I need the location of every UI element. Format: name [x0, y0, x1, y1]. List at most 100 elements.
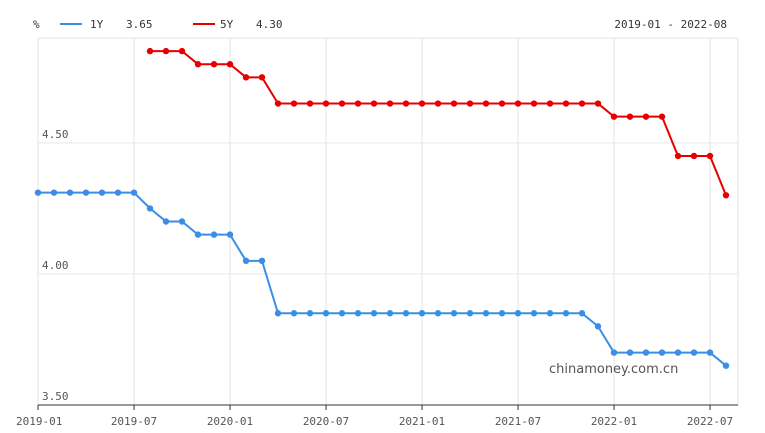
data-point-1y[interactable]: [482, 310, 490, 317]
data-point-1y[interactable]: [114, 189, 122, 196]
data-point-1y[interactable]: [82, 189, 90, 196]
data-point-1y[interactable]: [610, 349, 618, 356]
data-point-1y[interactable]: [514, 310, 522, 317]
data-point-5y[interactable]: [210, 61, 218, 68]
data-point-1y[interactable]: [226, 231, 234, 238]
data-point-1y[interactable]: [434, 310, 442, 317]
data-point-5y[interactable]: [338, 100, 346, 107]
data-point-5y[interactable]: [194, 61, 202, 68]
data-point-1y[interactable]: [274, 310, 282, 317]
x-tick-label: 2022-01: [591, 415, 637, 428]
data-point-5y[interactable]: [690, 152, 698, 160]
data-point-1y[interactable]: [674, 349, 682, 356]
data-point-1y[interactable]: [466, 310, 474, 317]
data-point-5y[interactable]: [626, 113, 634, 120]
data-point-1y[interactable]: [562, 310, 570, 317]
data-point-1y[interactable]: [386, 310, 394, 317]
data-point-5y[interactable]: [418, 100, 426, 107]
series-line-1y: [38, 191, 727, 367]
data-point-5y[interactable]: [514, 100, 522, 107]
data-point-1y[interactable]: [354, 310, 362, 317]
data-point-1y[interactable]: [306, 310, 314, 317]
x-tick-label: 2019-07: [111, 415, 157, 428]
series-1y: [34, 189, 730, 369]
x-tick-label: 2021-07: [495, 415, 541, 428]
data-point-1y[interactable]: [642, 349, 650, 356]
data-point-5y[interactable]: [594, 100, 602, 107]
data-point-1y[interactable]: [498, 310, 506, 317]
data-point-1y[interactable]: [322, 310, 330, 317]
data-point-5y[interactable]: [562, 100, 570, 107]
x-tick-label: 2021-01: [399, 415, 445, 428]
data-point-1y[interactable]: [722, 362, 730, 369]
data-point-1y[interactable]: [290, 310, 298, 317]
data-point-5y[interactable]: [658, 113, 666, 120]
data-point-5y[interactable]: [466, 100, 474, 107]
data-point-1y[interactable]: [194, 231, 202, 238]
data-point-1y[interactable]: [690, 349, 698, 356]
data-point-5y[interactable]: [322, 100, 330, 107]
data-point-1y[interactable]: [370, 310, 378, 317]
data-point-5y[interactable]: [546, 100, 554, 107]
data-point-1y[interactable]: [418, 310, 426, 317]
data-point-1y[interactable]: [546, 310, 554, 317]
data-point-5y[interactable]: [642, 113, 650, 120]
data-point-1y[interactable]: [210, 231, 218, 238]
data-point-5y[interactable]: [674, 152, 682, 160]
data-point-5y[interactable]: [706, 152, 714, 160]
data-point-5y[interactable]: [146, 47, 154, 55]
data-point-1y[interactable]: [338, 310, 346, 317]
x-tick-label: 2019-01: [16, 415, 62, 428]
legend-1y-value: 3.65: [126, 18, 153, 31]
data-point-5y[interactable]: [370, 100, 378, 107]
data-point-5y[interactable]: [178, 47, 186, 55]
data-point-1y[interactable]: [98, 189, 106, 196]
data-point-5y[interactable]: [610, 113, 618, 120]
legend-5y-value: 4.30: [256, 18, 283, 31]
data-point-1y[interactable]: [658, 349, 666, 356]
data-point-5y[interactable]: [482, 100, 490, 107]
data-point-5y[interactable]: [306, 100, 314, 107]
x-tick-label: 2020-07: [303, 415, 349, 428]
data-point-1y[interactable]: [706, 349, 714, 356]
series-layer: [34, 47, 730, 369]
data-point-5y[interactable]: [530, 100, 538, 107]
data-point-1y[interactable]: [450, 310, 458, 317]
data-point-1y[interactable]: [530, 310, 538, 317]
data-point-1y[interactable]: [162, 218, 170, 225]
unit-label: %: [33, 18, 40, 31]
legend-5y-name: 5Y: [220, 18, 234, 31]
data-point-1y[interactable]: [594, 323, 602, 330]
data-point-5y[interactable]: [402, 100, 410, 107]
data-point-5y[interactable]: [498, 100, 506, 107]
data-point-5y[interactable]: [578, 100, 586, 107]
data-point-5y[interactable]: [258, 74, 266, 81]
y-tick-label: 4.00: [42, 259, 69, 272]
date-range-label: 2019-01 - 2022-08: [614, 18, 727, 31]
data-point-5y[interactable]: [162, 47, 170, 55]
data-point-1y[interactable]: [34, 189, 42, 196]
data-point-5y[interactable]: [434, 100, 442, 107]
data-point-5y[interactable]: [226, 61, 234, 68]
data-point-5y[interactable]: [242, 74, 250, 81]
data-point-1y[interactable]: [178, 218, 186, 225]
series-line-5y: [150, 50, 727, 196]
data-point-5y[interactable]: [290, 100, 298, 107]
axis-ticks: 4.50 4.00 3.50 2019-01 2019-07 2020-01 2020-07…: [16, 128, 733, 428]
data-point-5y[interactable]: [354, 100, 362, 107]
data-point-5y[interactable]: [386, 100, 394, 107]
data-point-1y[interactable]: [66, 189, 74, 196]
data-point-1y[interactable]: [258, 257, 266, 265]
data-point-1y[interactable]: [242, 257, 250, 265]
data-point-1y[interactable]: [626, 349, 634, 356]
data-point-1y[interactable]: [130, 189, 138, 196]
data-point-5y[interactable]: [450, 100, 458, 107]
data-point-5y[interactable]: [722, 192, 730, 199]
data-point-1y[interactable]: [146, 205, 154, 212]
data-point-1y[interactable]: [578, 310, 586, 317]
data-point-5y[interactable]: [274, 100, 282, 107]
data-point-1y[interactable]: [50, 189, 58, 196]
data-point-1y[interactable]: [402, 310, 410, 317]
grid: [37, 38, 738, 406]
